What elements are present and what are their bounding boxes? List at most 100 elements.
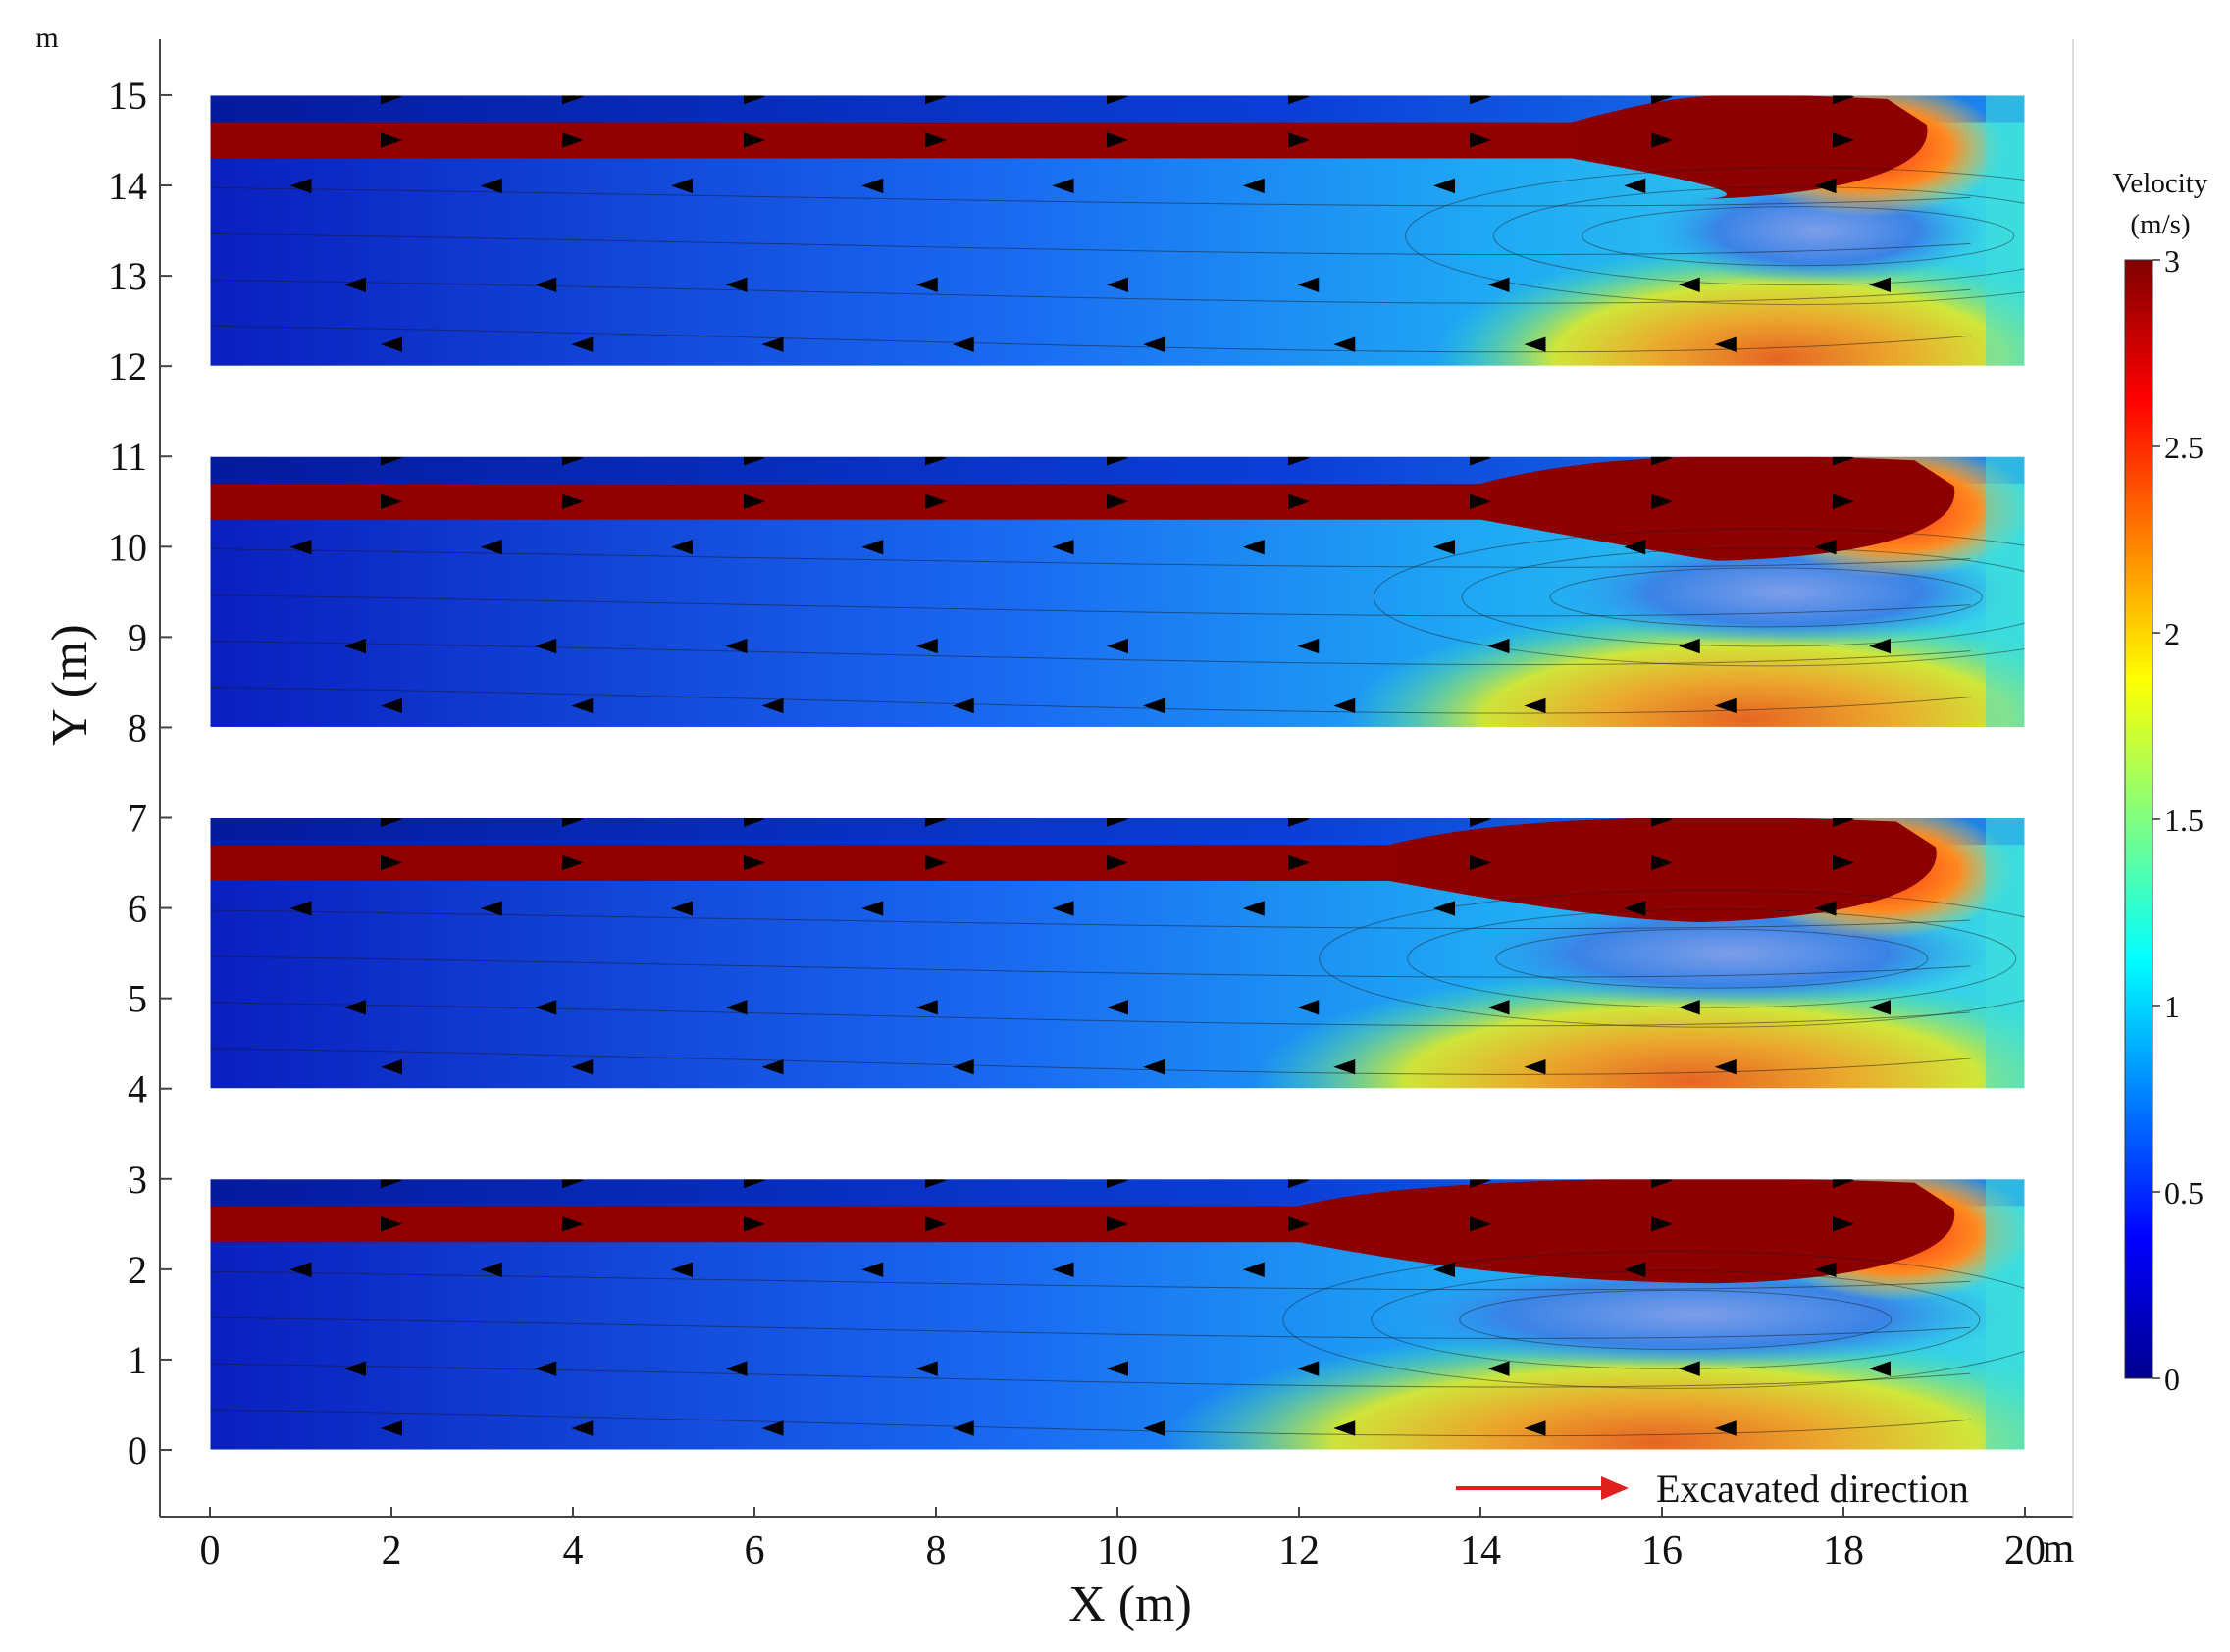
- flow-arrow-left: [1242, 539, 1265, 555]
- y-axis-title: Y (m): [42, 624, 98, 746]
- flow-arrow-left: [535, 1361, 557, 1376]
- flow-arrow-right: [1651, 817, 1673, 827]
- flow-arrow-left: [1678, 277, 1700, 292]
- flow-arrow-left: [480, 1262, 502, 1277]
- flow-arrow-left: [861, 178, 884, 194]
- flow-arrow-left: [761, 697, 784, 714]
- flow-arrow-left: [915, 277, 938, 292]
- x-tick-label: 16: [1641, 1528, 1683, 1574]
- flow-arrow-left: [1624, 1262, 1646, 1277]
- x-tick-label: 2: [382, 1528, 402, 1574]
- flow-arrow-left: [289, 901, 312, 916]
- flow-arrow-right: [1651, 854, 1673, 871]
- flow-arrow-left: [571, 697, 594, 714]
- y-tick-label: 10: [108, 525, 147, 569]
- streamline: [210, 909, 1971, 930]
- flow-arrow-right: [381, 1216, 402, 1232]
- vortex-streamline: [1459, 1289, 1893, 1350]
- flow-arrow-right: [1470, 1216, 1491, 1232]
- flow-arrow-right: [562, 493, 584, 509]
- y-axis-unit-label: m: [35, 22, 58, 54]
- vortex-streamline: [1282, 1250, 2025, 1389]
- flow-arrow-left: [671, 901, 693, 916]
- flow-arrow-left: [381, 1420, 402, 1436]
- flow-arrow-left: [1052, 901, 1074, 916]
- flow-arrow-right: [1107, 1216, 1128, 1232]
- flow-arrow-left: [1524, 1059, 1546, 1075]
- flow-arrow-left: [1624, 178, 1646, 194]
- flow-arrow-left: [1333, 1059, 1356, 1075]
- streamline: [210, 687, 1971, 714]
- flow-arrow-left: [381, 1059, 402, 1075]
- flow-arrow-left: [1814, 178, 1837, 194]
- flow-arrow-left: [1487, 1361, 1510, 1376]
- flow-arrow-left: [861, 901, 884, 916]
- y-tick-label: 6: [128, 887, 147, 931]
- face-boundary-zone: [1986, 817, 2025, 1089]
- flow-arrow-left: [1143, 697, 1165, 714]
- flow-arrow-right: [1651, 132, 1673, 148]
- face-boundary-zone: [1986, 94, 2025, 367]
- flow-arrow-left: [535, 638, 557, 654]
- flow-arrow-right: [925, 94, 947, 105]
- streamline: [210, 186, 1971, 207]
- flow-arrow-left: [1052, 178, 1074, 194]
- streamline: [210, 955, 1971, 978]
- flow-arrow-right: [744, 456, 765, 466]
- flow-arrow-right: [562, 1178, 584, 1189]
- vortex-streamline: [1582, 206, 2015, 267]
- flow-arrow-left: [861, 1262, 884, 1277]
- flow-arrow-left: [1107, 1361, 1128, 1376]
- flow-arrow-left: [952, 336, 974, 352]
- flow-arrow-right: [744, 854, 765, 871]
- x-tick-label: 12: [1278, 1528, 1320, 1574]
- flow-arrow-right: [1470, 132, 1491, 148]
- flow-arrow-left: [480, 901, 502, 916]
- flow-arrow-left: [1242, 1262, 1265, 1277]
- flow-arrow-right: [1470, 1178, 1491, 1189]
- flow-arrow-right: [744, 1178, 765, 1189]
- vortex-streamline: [1549, 567, 1983, 628]
- flow-arrow-left: [1814, 1262, 1837, 1277]
- flow-arrow-left: [1678, 1361, 1700, 1376]
- flow-arrow-right: [1107, 854, 1128, 871]
- flow-arrow-right: [744, 493, 765, 509]
- flow-arrow-left: [1242, 901, 1265, 916]
- x-tick-label: 0: [200, 1528, 221, 1574]
- flow-arrow-left: [952, 697, 974, 714]
- flow-arrow-right: [1470, 456, 1491, 466]
- flow-arrow-right: [562, 456, 584, 466]
- flow-arrow-left: [1107, 277, 1128, 292]
- excavated-direction-label: Excavated direction: [1656, 1467, 1969, 1511]
- streamline: [210, 1002, 1971, 1027]
- flow-arrow-left: [1143, 336, 1165, 352]
- flow-arrow-right: [1107, 94, 1128, 105]
- flow-arrow-left: [671, 1262, 693, 1277]
- flow-arrow-left: [1297, 638, 1320, 654]
- flow-arrow-left: [952, 1059, 974, 1075]
- flow-arrow-right: [1833, 854, 1854, 871]
- flow-arrow-left: [1869, 1361, 1891, 1376]
- flow-arrow-right: [1288, 456, 1310, 466]
- x-tick-label: 20: [2004, 1528, 2046, 1574]
- flow-arrow-left: [1143, 1059, 1165, 1075]
- flow-arrow-left: [344, 1000, 366, 1015]
- streamline: [210, 325, 1971, 353]
- flow-arrow-right: [562, 94, 584, 105]
- y-tick-label: 2: [128, 1248, 147, 1292]
- flow-arrow-right: [925, 817, 947, 827]
- flow-arrow-right: [562, 817, 584, 827]
- y-tick-label: 3: [128, 1158, 147, 1202]
- y-tick-label: 11: [109, 435, 147, 479]
- flow-arrow-left: [1052, 1262, 1074, 1277]
- colorbar-tick-label: 0.5: [2164, 1175, 2204, 1211]
- streamline: [210, 1409, 1971, 1437]
- flow-arrow-left: [571, 1059, 594, 1075]
- excavated-direction-annotation: Excavated direction: [1456, 1467, 1969, 1511]
- flow-arrow-left: [571, 336, 594, 352]
- colorbar-tick-label: 2: [2164, 616, 2180, 651]
- panel-outline: [209, 817, 2026, 1090]
- flow-arrow-right: [381, 132, 402, 148]
